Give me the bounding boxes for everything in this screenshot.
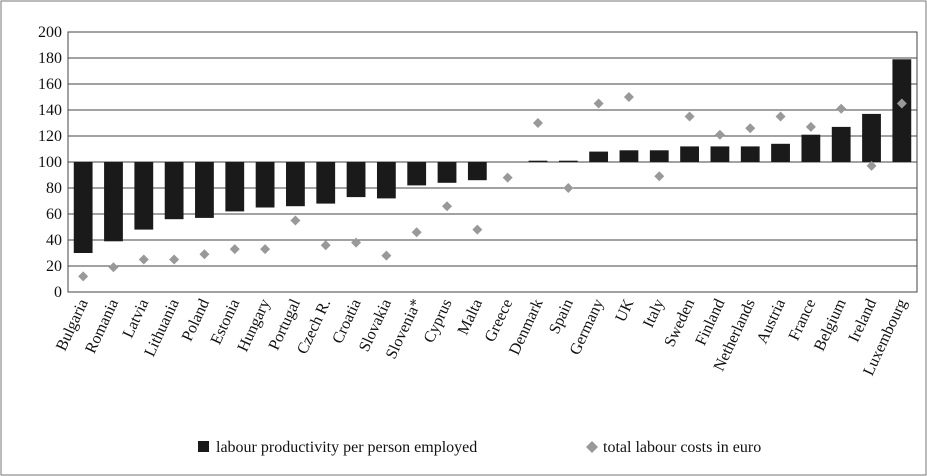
diamond-marker — [442, 201, 453, 212]
bar — [104, 162, 123, 242]
bar — [892, 59, 912, 162]
diamond-marker — [623, 92, 634, 102]
diamond-marker — [411, 227, 422, 238]
diamond-marker — [229, 244, 240, 255]
diamond-marker — [502, 172, 513, 183]
diamond-marker — [78, 271, 89, 282]
legend-label: total labour costs in euro — [603, 439, 761, 456]
bar — [225, 162, 245, 212]
bar — [346, 162, 366, 198]
bar — [407, 162, 427, 186]
bar — [467, 162, 487, 181]
diamond-marker — [563, 183, 574, 193]
bar — [801, 134, 821, 162]
bar — [528, 160, 548, 162]
diamond-marker — [654, 171, 665, 182]
legend-label: labour productivity per person employed — [216, 439, 477, 456]
bar — [437, 162, 457, 183]
y-tick-label: 20 — [46, 258, 62, 275]
bar — [589, 151, 609, 162]
diamond-marker — [775, 111, 786, 122]
bar — [255, 162, 275, 208]
bar — [286, 162, 305, 207]
bar — [316, 162, 336, 204]
y-tick-label: 140 — [38, 102, 62, 119]
diamond-marker — [199, 249, 210, 260]
bar — [831, 126, 851, 162]
diamond-marker — [866, 160, 877, 171]
y-tick-label: 180 — [38, 50, 62, 67]
diamond-marker — [805, 121, 816, 132]
bar — [619, 150, 639, 162]
diamond-marker — [290, 215, 301, 226]
diamond-marker — [745, 123, 756, 134]
y-tick-label: 40 — [46, 232, 62, 249]
diamond-marker — [320, 240, 331, 251]
y-tick-label: 200 — [38, 24, 62, 41]
bar — [740, 146, 760, 162]
diamond-marker — [593, 98, 604, 109]
y-tick-label: 120 — [38, 128, 62, 145]
bar — [134, 162, 154, 230]
bar — [862, 113, 881, 162]
y-tick-label: 60 — [46, 206, 62, 223]
y-tick-label: 80 — [46, 180, 62, 197]
diamond-marker — [532, 118, 543, 128]
diamond-marker — [684, 111, 695, 122]
legend-swatch — [586, 441, 598, 453]
bar — [710, 146, 730, 162]
diamond-marker — [108, 262, 119, 273]
bar — [376, 162, 396, 199]
bar — [771, 143, 790, 162]
diamond-marker — [260, 244, 271, 255]
y-tick-label: 100 — [38, 154, 62, 171]
bar — [195, 162, 214, 218]
diamond-marker — [351, 237, 362, 248]
bar — [164, 162, 184, 220]
diamond-marker — [472, 224, 483, 235]
diamond-marker — [169, 254, 180, 265]
bar — [649, 150, 669, 162]
diamond-marker — [138, 254, 149, 265]
diamond-marker — [714, 129, 725, 140]
diamond-marker — [896, 98, 907, 109]
diamond-marker — [381, 250, 392, 261]
legend-swatch — [198, 441, 209, 452]
bar — [680, 146, 699, 162]
diamond-marker — [836, 103, 847, 114]
bar — [73, 162, 93, 253]
y-tick-label: 0 — [54, 284, 62, 301]
y-tick-label: 160 — [38, 76, 62, 93]
bar — [558, 160, 578, 162]
